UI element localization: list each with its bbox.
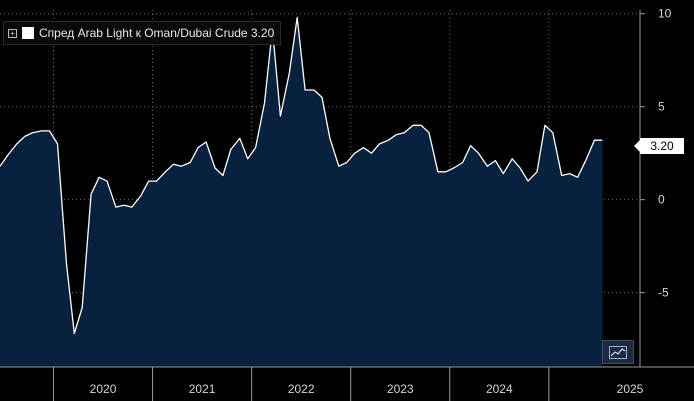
data-point xyxy=(560,174,563,177)
data-point xyxy=(328,137,331,140)
data-point xyxy=(585,157,588,160)
legend-swatch xyxy=(22,27,34,39)
data-point xyxy=(601,139,604,142)
data-point xyxy=(180,165,183,168)
line-chart-icon xyxy=(609,345,627,359)
x-tick-label: 2024 xyxy=(486,382,513,396)
data-point xyxy=(362,146,365,149)
data-point xyxy=(304,89,307,92)
data-point xyxy=(387,139,390,142)
data-point xyxy=(395,133,398,136)
data-point xyxy=(536,170,539,173)
data-point xyxy=(403,131,406,134)
data-point xyxy=(420,124,423,127)
plus-square-icon[interactable]: + xyxy=(8,28,17,38)
x-tick-label: 2023 xyxy=(387,382,414,396)
data-point xyxy=(106,180,109,183)
data-point xyxy=(172,163,175,166)
chart-title: Спред Arab Light к Oman/Dubai Crude 3.20 xyxy=(39,26,275,40)
data-point xyxy=(147,180,150,183)
data-point xyxy=(378,142,381,145)
data-point xyxy=(164,170,167,173)
data-point xyxy=(6,154,9,157)
data-point xyxy=(452,167,455,170)
data-point xyxy=(114,206,117,209)
data-point xyxy=(477,152,480,155)
data-point xyxy=(337,165,340,168)
data-point xyxy=(469,144,472,147)
data-point xyxy=(527,180,530,183)
y-tick-label: 5 xyxy=(658,100,665,114)
data-point xyxy=(139,194,142,197)
data-point xyxy=(370,152,373,155)
data-point xyxy=(197,146,200,149)
x-tick-label: 2025 xyxy=(617,382,644,396)
data-point xyxy=(98,176,101,179)
data-point xyxy=(353,152,356,155)
data-point xyxy=(593,139,596,142)
legend[interactable]: + Спред Arab Light к Oman/Dubai Crude 3.… xyxy=(3,21,282,45)
y-tick-label: 10 xyxy=(658,7,672,21)
data-point xyxy=(321,96,324,99)
data-point xyxy=(155,180,158,183)
data-point xyxy=(576,176,579,179)
y-tick-label: -5 xyxy=(658,286,669,300)
data-point xyxy=(511,157,514,160)
data-point xyxy=(254,146,257,149)
data-point xyxy=(436,170,439,173)
data-point xyxy=(73,332,76,335)
data-point xyxy=(65,261,68,264)
x-tick-label: 2020 xyxy=(90,382,117,396)
data-point xyxy=(444,170,447,173)
series-line xyxy=(0,16,603,335)
data-point xyxy=(15,142,18,145)
data-point xyxy=(279,115,282,118)
data-point xyxy=(229,148,232,151)
data-point xyxy=(551,131,554,134)
data-point xyxy=(48,129,51,132)
data-point xyxy=(288,72,291,75)
data-point xyxy=(40,129,43,132)
data-point xyxy=(221,174,224,177)
data-point xyxy=(189,161,192,164)
data-point xyxy=(345,161,348,164)
data-point xyxy=(412,124,415,127)
data-point xyxy=(56,142,59,145)
data-point xyxy=(543,124,546,127)
data-point xyxy=(461,161,464,164)
data-point xyxy=(130,206,133,209)
x-tick-label: 2021 xyxy=(189,382,216,396)
data-point xyxy=(205,141,208,144)
data-point xyxy=(494,159,497,162)
data-point xyxy=(313,89,316,92)
chart-type-button[interactable] xyxy=(602,340,634,364)
data-point xyxy=(502,172,505,175)
data-point xyxy=(296,16,299,19)
data-point xyxy=(519,167,522,170)
data-point xyxy=(568,172,571,175)
data-point xyxy=(31,131,34,134)
data-point xyxy=(122,204,125,207)
data-point xyxy=(90,193,93,196)
data-point xyxy=(486,165,489,168)
series-area xyxy=(0,17,603,368)
data-point xyxy=(214,167,217,170)
data-point xyxy=(428,131,431,134)
data-point xyxy=(23,135,26,138)
data-point xyxy=(238,137,241,140)
data-point xyxy=(263,102,266,105)
last-value-label: 3.20 xyxy=(634,138,684,154)
data-point xyxy=(81,306,84,309)
y-tick-label: 0 xyxy=(658,193,665,207)
x-tick-label: 2022 xyxy=(288,382,315,396)
data-point xyxy=(246,157,249,160)
